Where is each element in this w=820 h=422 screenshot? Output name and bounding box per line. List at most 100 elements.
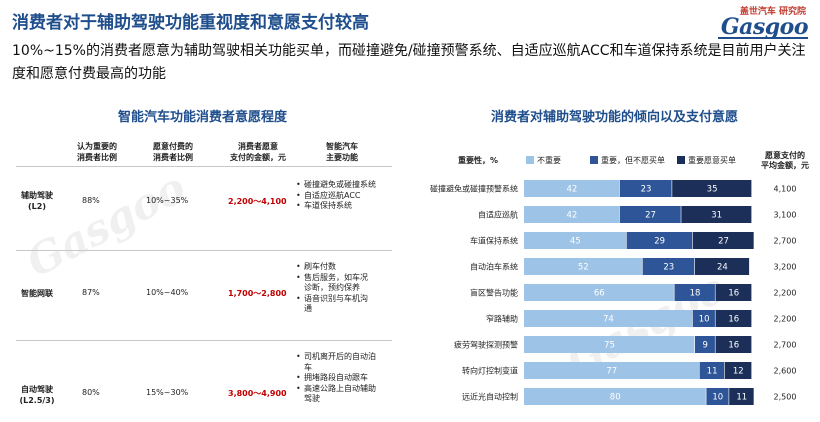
bar-value-label: 74 (603, 315, 614, 325)
bar-value-label: 10 (712, 393, 723, 403)
avg-pay-value: 2,700 (774, 341, 797, 350)
avg-pay-value: 2,700 (774, 237, 797, 246)
bar-segment (674, 284, 715, 301)
bar-segment (626, 232, 693, 249)
bar-value-label: 27 (718, 237, 729, 247)
feature-item: 刷车付数 (296, 262, 370, 273)
category-label: 疲劳驾驶探测预警 (454, 340, 518, 350)
bar-value-label: 31 (711, 211, 722, 221)
watermark: Gasgoo (18, 162, 194, 287)
avg-pay-value: 3,200 (774, 263, 797, 272)
bar-segment (524, 206, 620, 223)
avg-pay-value: 2,200 (774, 289, 797, 298)
row-pay: 1,700～2,800 (228, 289, 287, 298)
bar-value-label: 35 (707, 185, 718, 195)
feature-item: 售后服务，如车况诊断，预约保养 (296, 273, 370, 294)
row-willing: 15%~30% (146, 388, 189, 397)
table-divider (16, 340, 392, 341)
bar-segment (619, 180, 672, 197)
bar-value-label: 12 (733, 367, 744, 377)
bar-segment (524, 258, 642, 275)
avg-pay-value: 4,100 (774, 185, 797, 194)
bar-value-label: 11 (707, 367, 718, 377)
category-label: 车道保持系统 (470, 236, 518, 246)
page-subtitle: 10%~15%的消费者愿意为辅助驾驶相关功能买单，而碰撞避免/碰撞预警系统、自适… (12, 43, 806, 82)
column-header-features: 智能汽车 主要功能 (326, 142, 358, 162)
category-label: 自动泊车系统 (470, 262, 518, 272)
row-pay: 2,200～4,100 (228, 197, 287, 206)
avg-pay-value: 2,200 (774, 315, 797, 324)
legend-label: 重要愿意买单 (688, 155, 736, 165)
row-features: 刷车付数 售后服务，如车况诊断，预约保养 语音识别与车机沟通 (296, 262, 370, 315)
avg-pay-value: 2,600 (774, 367, 797, 376)
bar-segment (672, 180, 752, 197)
bar-segment (524, 310, 693, 327)
feature-item: 自适应巡航ACC (296, 191, 392, 202)
row-willing: 10%~40% (146, 288, 189, 297)
bar-value-label: 10 (699, 315, 710, 325)
row-willing: 10%~35% (146, 196, 189, 205)
logo-wordmark: Gasgoo (720, 14, 809, 40)
legend-label: 重要，但不愿买单 (601, 155, 665, 165)
row-label: 智能网联 (21, 289, 53, 298)
bar-value-label: 66 (594, 289, 605, 299)
feature-item: 高速公路上自动辅助驾驶 (296, 384, 376, 405)
left-panel-title: 智能汽车功能消费者意愿程度 (118, 110, 288, 125)
feature-item: 车道保持系统 (296, 201, 392, 212)
legend-swatch (590, 156, 598, 164)
bar-segment (524, 284, 674, 301)
avg-pay-value: 2,500 (774, 393, 797, 402)
feature-item: 碰撞避免或碰撞系统 (296, 180, 392, 191)
bar-value-label: 77 (606, 367, 617, 377)
legend-label: 不重要 (537, 155, 561, 165)
bar-value-label: 23 (641, 185, 652, 195)
bar-segment (695, 336, 715, 353)
bar-value-label: 45 (570, 237, 581, 247)
bar-value-label: 52 (578, 263, 589, 273)
feature-item: 语音识别与车机沟通 (296, 294, 370, 315)
bar-value-label: 80 (610, 393, 621, 403)
bar-value-label: 27 (645, 211, 656, 221)
bar-segment (695, 258, 750, 275)
table-divider (16, 166, 392, 167)
column-header-willing: 愿意付费的 消费者比例 (153, 142, 193, 162)
table-divider (16, 250, 392, 251)
bar-segment (524, 362, 699, 379)
y-axis-label: 重要性，% (458, 155, 498, 165)
avg-pay-header: 平均金额，元 (761, 160, 809, 170)
bar-segment (681, 206, 752, 223)
bar-segment (715, 310, 752, 327)
bar-value-label: 18 (690, 289, 701, 299)
avg-pay-value: 3,100 (774, 211, 797, 220)
category-label: 转向灯控制变道 (462, 366, 518, 376)
bar-value-label: 16 (728, 341, 739, 351)
bar-segment (524, 180, 620, 197)
bar-value-label: 23 (663, 263, 674, 273)
bar-segment (706, 388, 729, 405)
bar-segment (692, 310, 715, 327)
bar-value-label: 16 (728, 289, 739, 299)
bar-segment (692, 232, 754, 249)
feature-item: 拥堵路段自动跟车 (296, 373, 376, 384)
bar-value-label: 24 (717, 263, 728, 273)
right-panel-title: 消费者对辅助驾驶功能的倾向以及支付意愿 (491, 110, 739, 125)
logo-subtext: 盖世汽车 研究院 (739, 7, 806, 17)
bar-value-label: 16 (728, 315, 739, 325)
bar-segment (524, 336, 695, 353)
stacked-bar-chart: 重要性，% 不重要 重要，但不愿买单 重要愿意买单 愿意支付的平均金额，元碰撞避免或碰撞… (430, 150, 809, 405)
bar-segment (724, 362, 752, 379)
row-features: 碰撞避免或碰撞系统 自适应巡航ACC 车道保持系统 (296, 180, 392, 212)
row-important: 87% (82, 288, 100, 297)
category-label: 盲区警告功能 (470, 288, 518, 298)
logo-underline (718, 37, 808, 39)
avg-pay-header: 愿意支付的 (765, 150, 805, 160)
row-pay: 3,800～4,900 (228, 389, 287, 398)
row-label: 自动驾驶 (L2.5/3) (19, 385, 55, 405)
bar-segment (715, 284, 752, 301)
bar-value-label: 29 (654, 237, 665, 247)
bar-segment (524, 388, 706, 405)
row-important: 80% (82, 388, 100, 397)
feature-item: 司机离开后的自动泊车 (296, 352, 376, 373)
category-label: 碰撞避免或碰撞预警系统 (430, 184, 518, 194)
column-header-pay: 消费者愿意 支付的金额，元 (230, 142, 286, 162)
